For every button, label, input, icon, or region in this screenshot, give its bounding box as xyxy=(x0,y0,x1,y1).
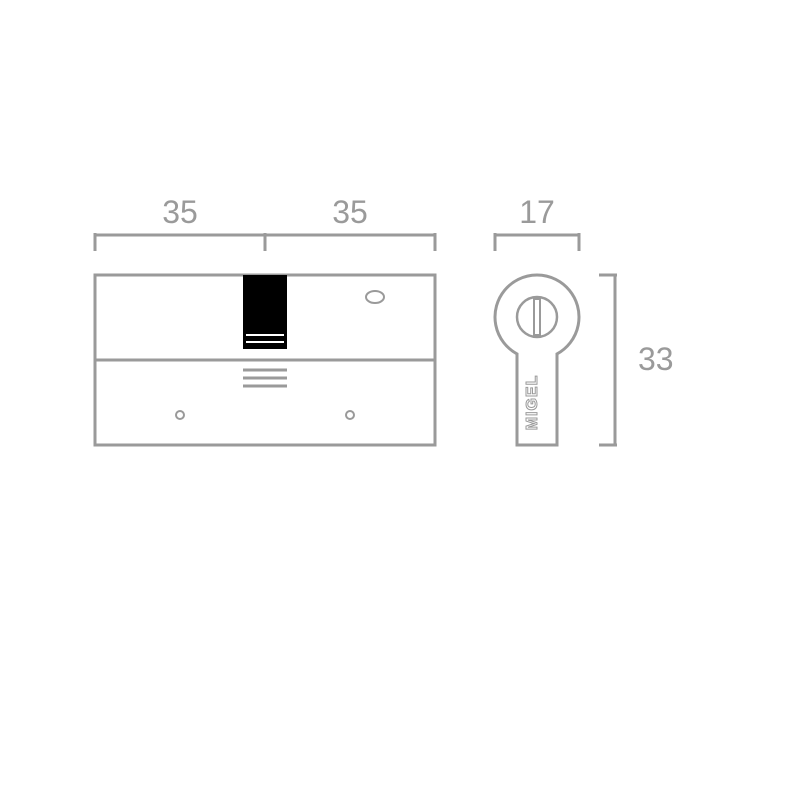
profile-height-dimension: 33 xyxy=(599,275,674,445)
key-slot xyxy=(534,299,540,335)
dim-label-profile-height: 33 xyxy=(638,341,674,377)
top-dimensions: 35 35 xyxy=(95,194,435,251)
fixing-hole xyxy=(346,411,354,419)
brand-text: MIGEL xyxy=(524,375,541,431)
cam-block xyxy=(243,275,287,349)
fixing-hole xyxy=(176,411,184,419)
dim-label-left: 35 xyxy=(162,194,198,230)
cylinder-side-view xyxy=(95,275,435,445)
profile-width-dimension: 17 xyxy=(495,194,579,251)
cylinder-profile-view: MIGEL xyxy=(495,275,579,445)
dim-label-profile-width: 17 xyxy=(519,194,555,230)
dim-label-right: 35 xyxy=(332,194,368,230)
plug-circle xyxy=(517,297,557,337)
keyway-ellipse xyxy=(366,291,384,303)
